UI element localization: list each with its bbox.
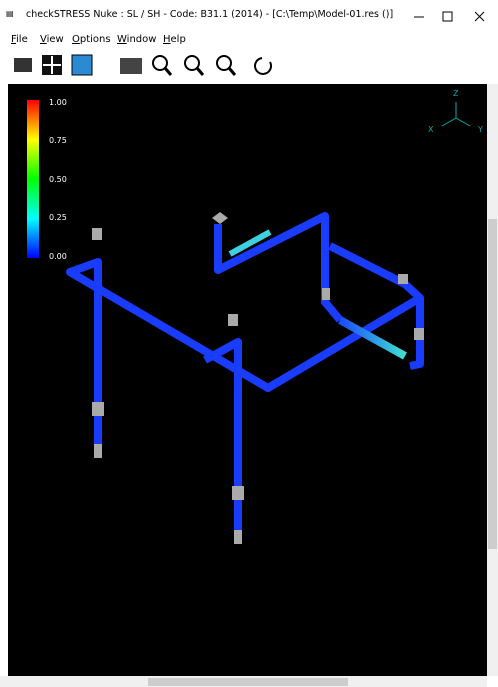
menu-item[interactable]: Options [72,34,111,45]
title-bar: checkSTRESS Nuke : SL / SH - Code: B31.1… [0,0,498,30]
viewport: 1.00 0.75 0.50 0.25 0.00 Z X Y [0,84,498,687]
scale-label: 0.25 [49,213,67,222]
menu-item[interactable]: View [40,34,64,45]
axis-triad: Z X Y [428,89,483,134]
scale-label: 0.75 [49,136,67,145]
close-button[interactable] [474,11,485,22]
scroll-thumb[interactable] [488,219,497,549]
rotate-button[interactable] [254,57,273,75]
axis-label: Z [453,89,459,98]
toolbar [14,54,273,76]
report-button[interactable] [71,54,93,76]
window-title: checkSTRESS Nuke : SL / SH - Code: B31.1… [26,9,394,20]
zoom-fit-button[interactable] [152,55,168,71]
valves [92,212,424,544]
scale-label: 0.50 [49,175,67,184]
menu-item[interactable]: Window [117,34,157,45]
scroll-thumb[interactable] [148,678,348,686]
print-button[interactable] [14,58,32,72]
zoom-out-button[interactable] [216,55,232,71]
zoom-in-button[interactable] [184,55,200,71]
piping-model [66,212,424,534]
menu-item[interactable]: File [11,34,28,45]
window-controls [414,11,485,22]
app-icon: ▤ [6,9,14,18]
menu-bar: File View Options Window Help [0,30,498,46]
menu-item[interactable]: Help [163,34,186,45]
scale-label: 1.00 [49,98,67,107]
maximize-button[interactable] [442,11,453,22]
scale-label: 0.00 [49,252,67,261]
color-scale [27,100,39,258]
color-scale-labels: 1.00 0.75 0.50 0.25 0.00 [49,98,67,261]
axis-label: X [428,125,434,134]
camera-button[interactable] [120,58,142,74]
axis-label: Y [477,125,483,134]
